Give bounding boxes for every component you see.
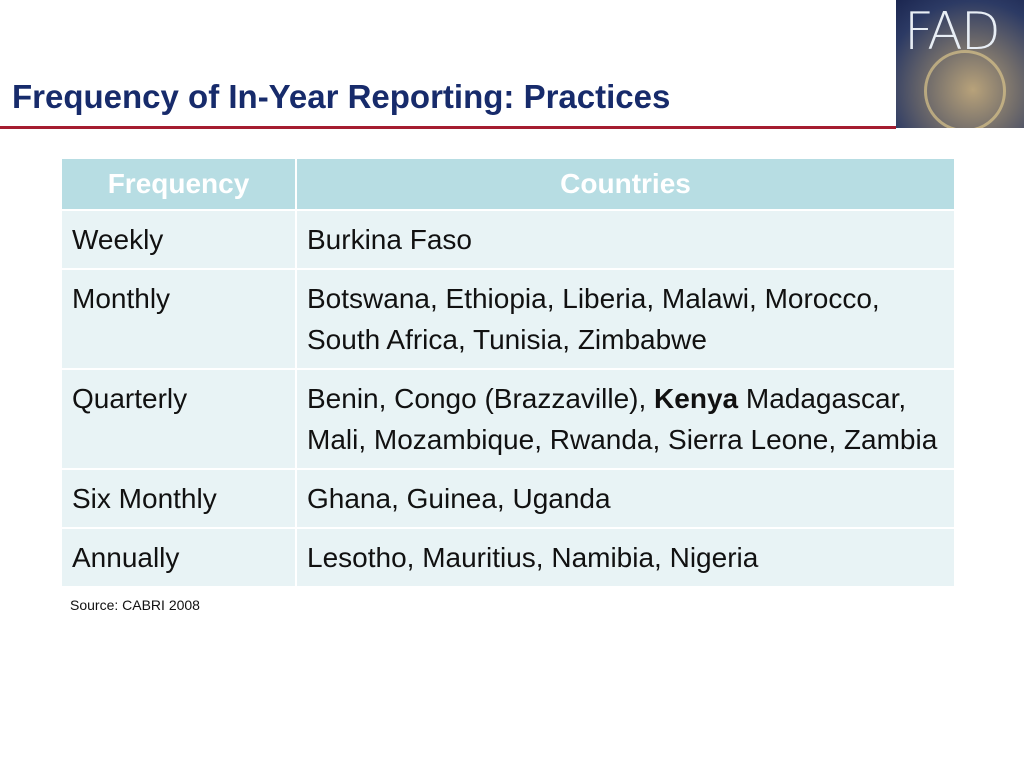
countries-cell: Benin, Congo (Brazzaville), Kenya Madaga… (295, 368, 956, 470)
table-row: Quarterly Benin, Congo (Brazzaville), Ken… (60, 368, 956, 470)
frequency-cell: Quarterly (60, 368, 297, 470)
table-row: Six Monthly Ghana, Guinea, Uganda (60, 468, 956, 529)
table-row: Annually Lesotho, Mauritius, Namibia, Nig… (60, 527, 956, 588)
countries-cell: Lesotho, Mauritius, Namibia, Nigeria (295, 527, 956, 588)
header-row: Frequency Countries (60, 157, 956, 211)
frequency-cell: Annually (60, 527, 297, 588)
countries-cell: Burkina Faso (295, 209, 956, 270)
frequency-cell: Six Monthly (60, 468, 297, 529)
countries-text: Botswana, Ethiopia, Liberia, Malawi, Mor… (307, 283, 880, 355)
table-row: Weekly Burkina Faso (60, 209, 956, 270)
column-header: Countries (295, 157, 956, 211)
countries-text: Ghana, Guinea, Uganda (307, 483, 611, 514)
countries-text: Benin, Congo (Brazzaville), (307, 383, 655, 414)
frequency-cell: Weekly (60, 209, 297, 270)
slide-title: Frequency of In-Year Reporting: Practice… (12, 78, 671, 115)
logo-seal (924, 50, 1006, 128)
countries-text: Burkina Faso (307, 224, 472, 255)
logo-text: FAD (904, 2, 1001, 62)
column-header: Frequency (60, 157, 297, 211)
countries-text-bold: Kenya (654, 383, 739, 414)
source-note: Source: CABRI 2008 (70, 597, 200, 613)
title-rule (0, 126, 896, 129)
table-row: Monthly Botswana, Ethiopia, Liberia, Mala… (60, 268, 956, 370)
countries-cell: Botswana, Ethiopia, Liberia, Malawi, Mor… (295, 268, 956, 370)
logo: FAD (896, 0, 1024, 128)
countries-text: Madagascar, Mali, Mozambique, Rwanda, Si… (307, 383, 938, 455)
frequency-table: Frequency Countries Weekly Burkina Faso Mo… (60, 157, 956, 588)
countries-text: Lesotho, Mauritius, Namibia, Nigeria (307, 542, 759, 573)
countries-cell: Ghana, Guinea, Uganda (295, 468, 956, 529)
frequency-cell: Monthly (60, 268, 297, 370)
